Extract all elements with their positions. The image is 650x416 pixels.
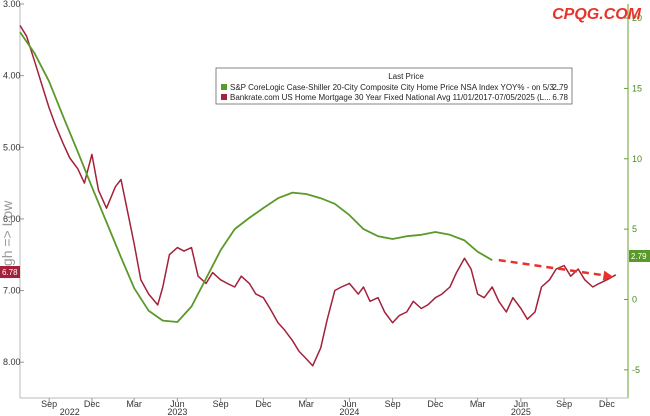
left-last-badge: 6.78: [0, 266, 20, 278]
legend-swatch-green: [221, 84, 227, 90]
right-tick-label: 20: [632, 13, 642, 23]
legend-swatch-red: [221, 94, 227, 100]
series-layer: [19, 25, 617, 367]
left-tick-label: 4.00: [3, 71, 21, 81]
x-year-label: 2022: [60, 407, 80, 416]
right-last-badge-text: 2.79: [631, 252, 647, 261]
legend-entry-red: Bankrate.com US Home Mortgage 30 Year Fi…: [230, 93, 551, 102]
legend-value-green: 2.79: [552, 83, 568, 92]
home-price-yoy-line: [19, 31, 493, 323]
legend-title: Last Price: [388, 72, 424, 81]
left-tick-label: 8.00: [3, 357, 21, 367]
watermark: CPQG.COM: [552, 6, 642, 23]
x-year-label: 2023: [167, 407, 187, 416]
x-tick-label: Jun: [170, 399, 185, 409]
left-axis-ticks: 3.00 4.00 5.00 6.00 7.00 8.00: [3, 0, 24, 367]
x-tick-label: Mar: [298, 399, 314, 409]
left-tick-label: 6.00: [3, 214, 21, 224]
right-tick-label: -5: [632, 365, 640, 375]
x-year-label: 2025: [511, 407, 531, 416]
mortgage-rate-line: [19, 25, 617, 367]
x-tick-label: Dec: [427, 399, 444, 409]
trend-arrow-head: [602, 270, 614, 281]
left-last-badge-text: 6.78: [2, 268, 18, 277]
left-tick-label: 7.00: [3, 286, 21, 296]
annotation-layer: [498, 258, 614, 281]
x-tick-label: Dec: [84, 399, 101, 409]
left-tick-label: 5.00: [3, 142, 21, 152]
right-tick-label: 10: [632, 154, 642, 164]
right-tick-label: 15: [632, 83, 642, 93]
right-last-badge: 2.79: [629, 250, 650, 262]
left-tick-label: 3.00: [3, 0, 21, 9]
x-tick-label: Sep: [385, 399, 401, 409]
x-tick-label: Mar: [126, 399, 142, 409]
x-axis-ticks: Sep Dec Mar Jun Sep Dec Mar Jun Sep Dec Mar Jun Sep D…: [41, 398, 615, 416]
x-tick-label: Sep: [556, 399, 572, 409]
left-axis-label: High => Low: [0, 200, 15, 279]
right-tick-label: 0: [632, 295, 637, 305]
legend-value-red: 6.78: [552, 93, 568, 102]
x-tick-label: Jun: [342, 399, 357, 409]
legend-box: [215, 67, 573, 105]
x-tick-label: Sep: [213, 399, 229, 409]
x-year-label: 2024: [339, 407, 359, 416]
legend: Last Price S&P CoreLogic Case-Shiller 20…: [215, 67, 573, 105]
trend-arrow-shaft: [498, 258, 606, 277]
x-tick-label: Dec: [599, 399, 616, 409]
x-tick-label: Sep: [41, 399, 57, 409]
right-last-badge-box: [629, 250, 650, 262]
x-tick-label: Mar: [470, 399, 486, 409]
legend-entry-green: S&P CoreLogic Case-Shiller 20-City Compo…: [230, 83, 561, 92]
x-tick-label: Jun: [514, 399, 529, 409]
x-tick-label: Dec: [255, 399, 272, 409]
right-axis-ticks: 20 15 10 5 0 -5: [624, 13, 642, 375]
left-last-badge-box: [0, 266, 20, 278]
right-tick-label: 5: [632, 224, 637, 234]
